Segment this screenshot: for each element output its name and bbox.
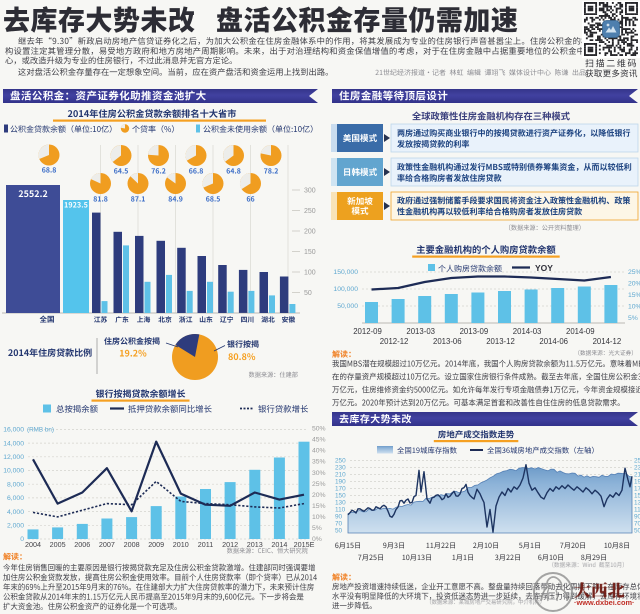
svg-text:15%: 15%	[628, 292, 640, 299]
svg-text:210: 210	[335, 472, 346, 479]
svg-text:30%: 30%	[312, 470, 326, 477]
svg-text:20%: 20%	[312, 492, 326, 499]
svg-text:230: 230	[634, 465, 640, 472]
svg-text:2012-09: 2012-09	[353, 327, 382, 336]
svg-text:50: 50	[335, 528, 343, 535]
svg-text:2014-12: 2014-12	[593, 337, 622, 346]
svg-text:150,000: 150,000	[333, 269, 358, 276]
svg-text:70: 70	[335, 521, 343, 528]
svg-text:0%: 0%	[312, 536, 322, 543]
svg-text:2015E: 2015E	[294, 540, 315, 549]
svg-text:14,000: 14,000	[3, 440, 24, 447]
svg-text:2,000: 2,000	[7, 523, 24, 530]
svg-text:250: 250	[335, 458, 346, 465]
svg-text:70: 70	[634, 521, 640, 528]
svg-text:50: 50	[304, 290, 312, 297]
svg-text:250: 250	[634, 458, 640, 465]
svg-text:230: 230	[335, 465, 346, 472]
svg-text:10%: 10%	[628, 304, 640, 311]
svg-text:4,000: 4,000	[7, 509, 24, 516]
svg-text:0: 0	[20, 536, 24, 543]
svg-text:130: 130	[634, 500, 640, 507]
svg-text:35%: 35%	[312, 459, 326, 466]
svg-text:(RMB bn): (RMB bn)	[27, 427, 54, 434]
svg-text:90: 90	[335, 514, 343, 521]
svg-text:25%: 25%	[312, 481, 326, 488]
svg-text:170: 170	[634, 486, 640, 493]
svg-text:2014: 2014	[271, 540, 287, 549]
svg-text:16,000: 16,000	[3, 427, 24, 434]
svg-text:100,000: 100,000	[333, 286, 358, 293]
svg-text:5%: 5%	[628, 315, 638, 322]
svg-text:12,000: 12,000	[3, 454, 24, 461]
svg-text:200: 200	[304, 229, 316, 236]
svg-text:2010: 2010	[173, 540, 189, 549]
svg-text:210: 210	[634, 472, 640, 479]
svg-text:6,000: 6,000	[7, 495, 24, 502]
svg-text:2013-06: 2013-06	[433, 337, 462, 346]
svg-text:25%: 25%	[628, 269, 640, 276]
svg-text:50%: 50%	[312, 426, 326, 433]
svg-text:170: 170	[335, 486, 346, 493]
svg-text:110: 110	[335, 507, 346, 514]
svg-text:130: 130	[335, 500, 346, 507]
svg-text:2013-12: 2013-12	[486, 337, 515, 346]
svg-text:·www.dxbei.com·: ·www.dxbei.com·	[574, 598, 635, 607]
svg-text:150: 150	[634, 493, 640, 500]
svg-text:2011: 2011	[198, 540, 213, 549]
svg-text:190: 190	[335, 479, 346, 486]
svg-text:45%: 45%	[312, 437, 326, 444]
svg-text:20%: 20%	[628, 281, 640, 288]
svg-text:2008: 2008	[124, 540, 140, 549]
svg-text:110: 110	[634, 507, 640, 514]
svg-text:8,000: 8,000	[7, 481, 24, 488]
svg-text:2014-06: 2014-06	[539, 337, 568, 346]
svg-text:300: 300	[304, 188, 316, 195]
svg-text:90: 90	[634, 514, 640, 521]
svg-text:10,000: 10,000	[3, 468, 24, 475]
svg-text:2009: 2009	[148, 540, 164, 549]
svg-text:150: 150	[335, 493, 346, 500]
svg-text:50: 50	[634, 528, 640, 535]
svg-text:2014-09: 2014-09	[566, 327, 595, 336]
svg-text:10%: 10%	[312, 514, 326, 521]
svg-text:2014-03: 2014-03	[513, 327, 542, 336]
svg-text:2012-12: 2012-12	[380, 337, 409, 346]
svg-text:150: 150	[304, 249, 316, 256]
svg-text:50,000: 50,000	[337, 303, 358, 310]
svg-text:2005: 2005	[50, 540, 66, 549]
svg-text:2012: 2012	[222, 540, 238, 549]
svg-text:2013-09: 2013-09	[460, 327, 489, 336]
svg-text:100: 100	[304, 270, 316, 277]
svg-text:5%: 5%	[312, 525, 322, 532]
svg-text:15%: 15%	[312, 503, 326, 510]
svg-text:2013: 2013	[247, 540, 263, 549]
svg-text:40%: 40%	[312, 448, 326, 455]
svg-text:2013-03: 2013-03	[406, 327, 435, 336]
svg-text:YOY: YOY	[535, 263, 553, 273]
svg-text:2007: 2007	[99, 540, 115, 549]
svg-text:250: 250	[304, 208, 316, 215]
svg-text:2006: 2006	[74, 540, 90, 549]
svg-text:2004: 2004	[25, 540, 41, 549]
svg-text:190: 190	[634, 479, 640, 486]
